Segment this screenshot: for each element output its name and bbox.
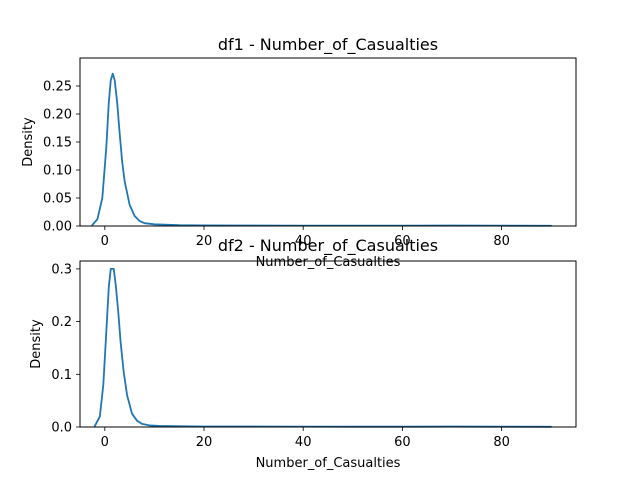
axes-frame-2 [79,260,577,428]
y-axis-label: Density [29,319,44,369]
chart-panel-2: 0 20 40 60 80 0.0 0.1 0.2 0.3 df2 - Number_of_Cas… [29,236,577,471]
x-tick-label: 40 [295,234,312,249]
x-tick-label: 20 [196,234,213,249]
y-tick-label: 0.15 [43,136,72,151]
y-tick-label: 0.1 [51,368,72,383]
y-axis-label: Density [21,117,36,167]
x-tick-label: 60 [394,435,411,450]
x-tick-label: 80 [493,234,510,249]
x-axis-label: Number_of_Casualties [256,255,401,270]
x-tick-label: 40 [295,435,312,450]
axes-frame-1 [79,57,577,227]
y-tick-label: 0.00 [43,220,72,235]
x-tick-label: 80 [493,435,510,450]
y-tick-label: 0.05 [43,192,72,207]
x-tick-label: 0 [101,234,109,249]
y-tick-label: 0.20 [43,108,72,123]
density-line-1-1 [91,72,553,227]
y-tick-label: 0.10 [43,164,72,179]
x-tick-label: 0 [101,435,109,450]
density-line-2-1 [93,267,553,428]
y-tick-label: 0.3 [51,262,72,277]
x-axis-label: Number_of_Casualties [256,456,401,471]
y-tick-label: 0.0 [51,421,72,436]
chart-title: df2 - Number_of_Casualties [218,236,438,256]
chart-title: df1 - Number_of_Casualties [218,35,438,55]
chart-panel-1: 0 20 40 60 80 0.00 0.05 0.10 0.15 0.20 0.25 df1 - N… [21,35,577,270]
y-tick-label: 0.25 [43,80,72,95]
x-tick-label: 60 [394,234,411,249]
x-tick-label: 20 [196,435,213,450]
y-tick-label: 0.2 [51,315,72,330]
